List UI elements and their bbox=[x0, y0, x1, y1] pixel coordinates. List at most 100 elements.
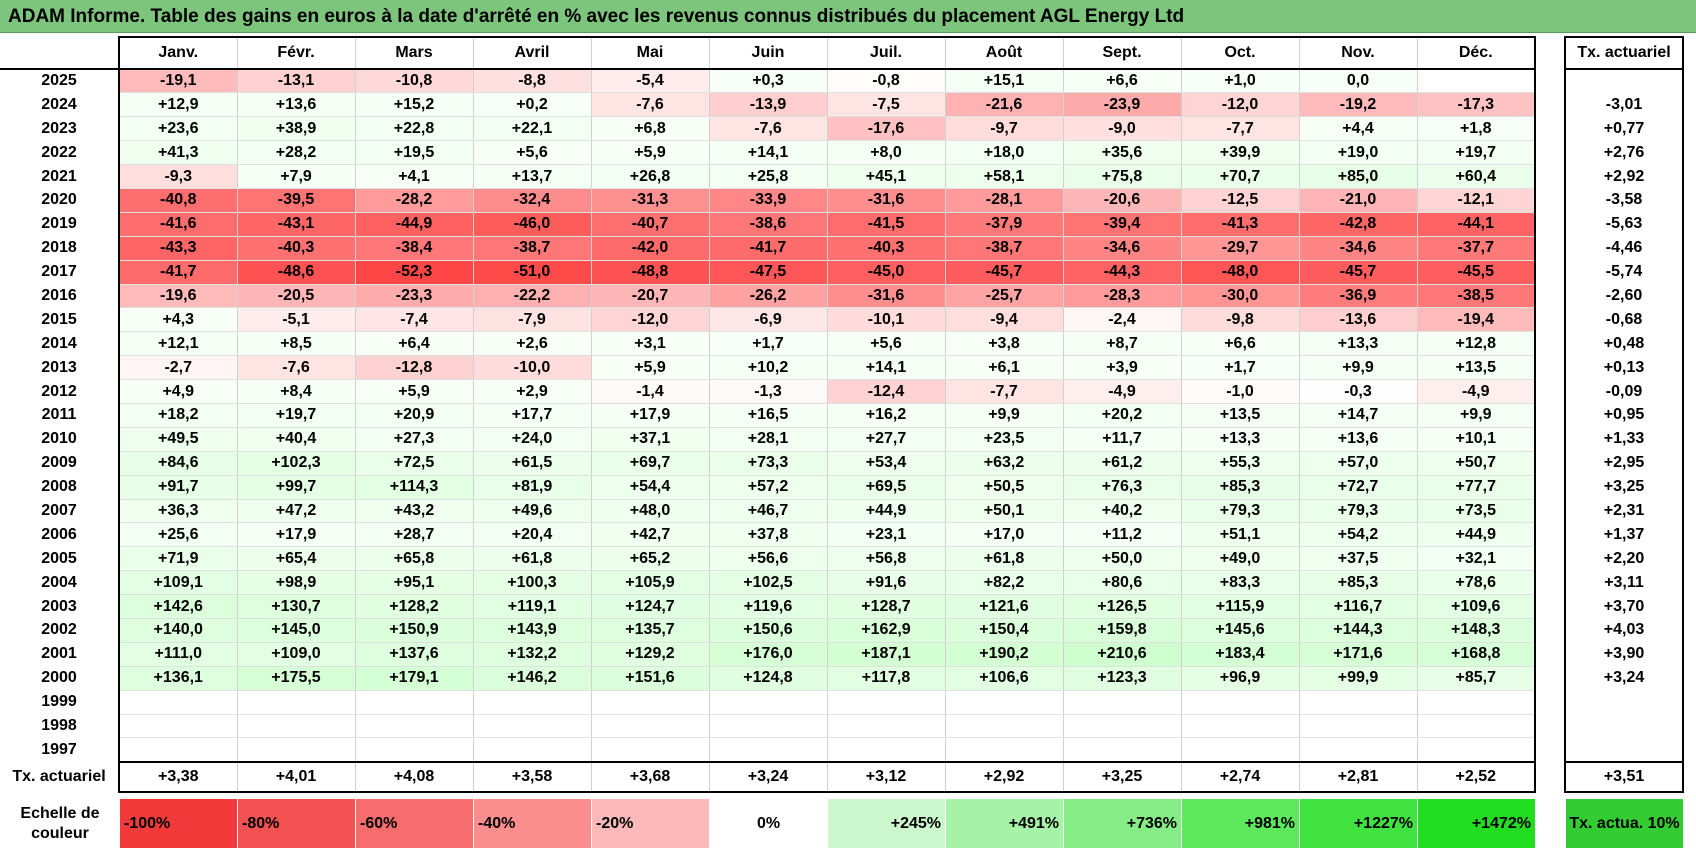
actuarial-cell[interactable] bbox=[1564, 737, 1684, 762]
actuarial-cell[interactable]: +1,33 bbox=[1564, 427, 1684, 452]
gain-cell[interactable]: +37,5 bbox=[1298, 546, 1418, 572]
gain-cell[interactable]: +11,2 bbox=[1062, 522, 1182, 548]
gain-cell[interactable]: +116,7 bbox=[1298, 594, 1418, 619]
gain-cell[interactable]: -1,4 bbox=[590, 379, 710, 404]
actuarial-cell[interactable]: -0,09 bbox=[1564, 379, 1684, 404]
gain-cell[interactable]: -21,6 bbox=[944, 92, 1064, 118]
gain-cell[interactable]: +24,0 bbox=[472, 427, 592, 452]
gain-cell[interactable]: +22,1 bbox=[472, 116, 592, 142]
gain-cell[interactable]: +176,0 bbox=[708, 642, 828, 667]
gain-cell[interactable]: -45,7 bbox=[944, 260, 1064, 285]
footer-actuarial-cell[interactable]: +4,01 bbox=[236, 760, 356, 793]
gain-cell[interactable]: -7,7 bbox=[1180, 116, 1300, 142]
gain-cell[interactable] bbox=[354, 690, 474, 715]
gain-cell[interactable]: +70,7 bbox=[1180, 164, 1300, 189]
gain-cell[interactable]: +72,5 bbox=[354, 451, 474, 476]
gain-cell[interactable]: -38,7 bbox=[944, 236, 1064, 261]
gain-cell[interactable]: +19,7 bbox=[236, 403, 356, 428]
gain-cell[interactable]: +61,2 bbox=[1062, 451, 1182, 476]
footer-actuarial-cell[interactable]: +2,52 bbox=[1416, 760, 1536, 793]
actuarial-cell[interactable]: -5,74 bbox=[1564, 260, 1684, 285]
gain-cell[interactable]: -7,9 bbox=[472, 307, 592, 333]
gain-cell[interactable]: +15,2 bbox=[354, 92, 474, 118]
gain-cell[interactable] bbox=[118, 690, 238, 715]
gain-cell[interactable]: -10,1 bbox=[826, 307, 946, 333]
gain-cell[interactable]: -5,1 bbox=[236, 307, 356, 333]
gain-cell[interactable]: +13,6 bbox=[236, 92, 356, 118]
gain-cell[interactable]: +20,4 bbox=[472, 522, 592, 548]
gain-cell[interactable]: -40,3 bbox=[826, 236, 946, 261]
gain-cell[interactable]: +1,8 bbox=[1416, 116, 1536, 142]
gain-cell[interactable] bbox=[708, 714, 828, 739]
gain-cell[interactable]: +1,0 bbox=[1180, 69, 1300, 94]
gain-cell[interactable]: +150,4 bbox=[944, 618, 1064, 643]
gain-cell[interactable]: -13,6 bbox=[1298, 307, 1418, 333]
gain-cell[interactable]: +63,2 bbox=[944, 451, 1064, 476]
gain-cell[interactable]: -25,7 bbox=[944, 284, 1064, 309]
gain-cell[interactable]: +145,0 bbox=[236, 618, 356, 643]
gain-cell[interactable] bbox=[590, 737, 710, 763]
gain-cell[interactable]: +73,3 bbox=[708, 451, 828, 476]
gain-cell[interactable]: -41,7 bbox=[118, 260, 238, 285]
gain-cell[interactable]: +128,2 bbox=[354, 594, 474, 619]
gain-cell[interactable]: +71,9 bbox=[118, 546, 238, 572]
gain-cell[interactable]: +95,1 bbox=[354, 570, 474, 596]
gain-cell[interactable]: +8,7 bbox=[1062, 331, 1182, 357]
gain-cell[interactable]: -34,6 bbox=[1062, 236, 1182, 261]
gain-cell[interactable]: -2,7 bbox=[118, 355, 238, 381]
actuarial-cell[interactable]: +4,03 bbox=[1564, 618, 1684, 643]
footer-actuarial-cell[interactable]: +3,12 bbox=[826, 760, 946, 793]
actuarial-cell[interactable]: -3,58 bbox=[1564, 188, 1684, 213]
gain-cell[interactable]: +78,6 bbox=[1416, 570, 1536, 596]
gain-cell[interactable]: -17,6 bbox=[826, 116, 946, 142]
gain-cell[interactable]: +126,5 bbox=[1062, 594, 1182, 619]
actuarial-cell[interactable]: +1,37 bbox=[1564, 522, 1684, 547]
gain-cell[interactable]: +179,1 bbox=[354, 666, 474, 691]
gain-cell[interactable]: +105,9 bbox=[590, 570, 710, 596]
gain-cell[interactable]: +10,2 bbox=[708, 355, 828, 381]
gain-cell[interactable]: +19,5 bbox=[354, 140, 474, 166]
gain-cell[interactable]: +159,8 bbox=[1062, 618, 1182, 643]
gain-cell[interactable]: -9,4 bbox=[944, 307, 1064, 333]
gain-cell[interactable]: +81,9 bbox=[472, 475, 592, 500]
actuarial-cell[interactable] bbox=[1564, 690, 1684, 715]
gain-cell[interactable]: +143,9 bbox=[472, 618, 592, 643]
gain-cell[interactable]: +50,7 bbox=[1416, 451, 1536, 476]
gain-cell[interactable]: +58,1 bbox=[944, 164, 1064, 189]
gain-cell[interactable]: +9,9 bbox=[1298, 355, 1418, 381]
gain-cell[interactable]: -47,5 bbox=[708, 260, 828, 285]
gain-cell[interactable]: +35,6 bbox=[1062, 140, 1182, 166]
gain-cell[interactable]: -33,9 bbox=[708, 188, 828, 213]
gain-cell[interactable]: -31,6 bbox=[826, 188, 946, 213]
actuarial-cell[interactable]: +3,11 bbox=[1564, 570, 1684, 595]
gain-cell[interactable]: +22,8 bbox=[354, 116, 474, 142]
gain-cell[interactable]: +3,1 bbox=[590, 331, 710, 357]
gain-cell[interactable]: +7,9 bbox=[236, 164, 356, 189]
gain-cell[interactable]: +72,7 bbox=[1298, 475, 1418, 500]
gain-cell[interactable]: +121,6 bbox=[944, 594, 1064, 619]
gain-cell[interactable]: -34,6 bbox=[1298, 236, 1418, 261]
gain-cell[interactable]: +51,1 bbox=[1180, 522, 1300, 548]
actuarial-cell[interactable]: -3,01 bbox=[1564, 92, 1684, 117]
gain-cell[interactable]: +65,4 bbox=[236, 546, 356, 572]
gain-cell[interactable]: +76,3 bbox=[1062, 475, 1182, 500]
gain-cell[interactable]: +75,8 bbox=[1062, 164, 1182, 189]
gain-cell[interactable]: +6,6 bbox=[1062, 69, 1182, 94]
gain-cell[interactable]: +65,2 bbox=[590, 546, 710, 572]
gain-cell[interactable]: -38,4 bbox=[354, 236, 474, 261]
gain-cell[interactable] bbox=[1416, 690, 1536, 715]
gain-cell[interactable] bbox=[1062, 737, 1182, 763]
gain-cell[interactable]: +79,3 bbox=[1180, 499, 1300, 524]
gain-cell[interactable]: +28,1 bbox=[708, 427, 828, 452]
gain-cell[interactable]: +6,8 bbox=[590, 116, 710, 142]
gain-cell[interactable]: +43,2 bbox=[354, 499, 474, 524]
gain-cell[interactable]: +132,2 bbox=[472, 642, 592, 667]
gain-cell[interactable]: +23,5 bbox=[944, 427, 1064, 452]
gain-cell[interactable]: +44,9 bbox=[1416, 522, 1536, 548]
gain-cell[interactable]: +146,2 bbox=[472, 666, 592, 691]
gain-cell[interactable]: +19,7 bbox=[1416, 140, 1536, 166]
gain-cell[interactable]: -13,9 bbox=[708, 92, 828, 118]
gain-cell[interactable]: +117,8 bbox=[826, 666, 946, 691]
gain-cell[interactable]: +50,5 bbox=[944, 475, 1064, 500]
gain-cell[interactable]: +171,6 bbox=[1298, 642, 1418, 667]
